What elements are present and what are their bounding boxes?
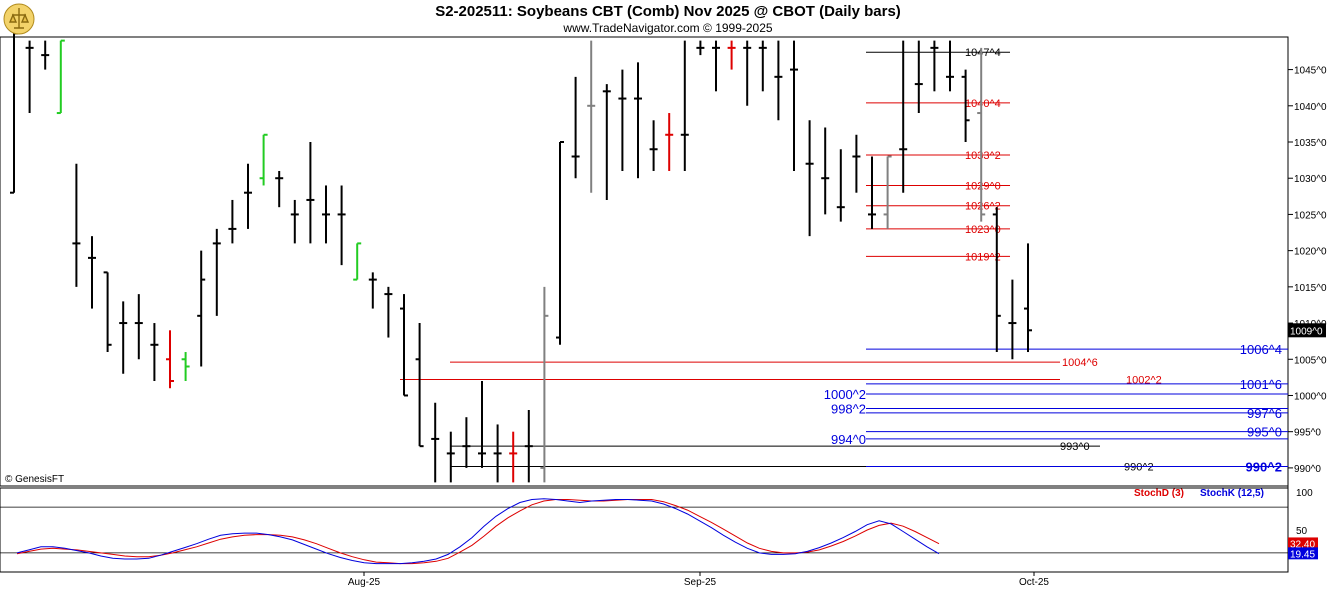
level-label: 993^0 [1060, 441, 1090, 453]
stoch-last-label: 19.45 [1290, 549, 1315, 560]
x-tick-label: Aug-25 [348, 577, 381, 588]
stoch-last-box [1288, 537, 1318, 550]
last-price-box [1288, 323, 1326, 338]
chart-subtitle: www.TradeNavigator.com © 1999-2025 [563, 21, 773, 35]
last-price-label: 1009^0 [1290, 326, 1323, 337]
copyright-text: © GenesisFT [5, 474, 65, 485]
y-tick-label: 1020^0 [1294, 247, 1327, 258]
y-tick-label: 990^0 [1294, 464, 1321, 475]
level-label: 1000^2 [824, 387, 866, 402]
stochd-legend: StochD (3) [1134, 488, 1184, 499]
y-tick-label: 1015^0 [1294, 283, 1327, 294]
level-label: 1004^6 [1062, 357, 1098, 369]
x-tick-label: Oct-25 [1019, 577, 1049, 588]
level-label: 1026^2 [965, 201, 1001, 213]
level-label: 990^2 [1245, 459, 1282, 474]
y-tick-label: 1000^0 [1294, 391, 1327, 402]
stoch-y-label: 100 [1296, 488, 1313, 499]
level-label: 1023^0 [965, 224, 1001, 236]
level-label: 1040^4 [965, 98, 1001, 110]
price-panel [0, 36, 1289, 487]
level-label: 1002^2 [1126, 375, 1162, 387]
logo-icon [3, 3, 35, 35]
y-tick-label: 1005^0 [1294, 355, 1327, 366]
stoch-line-d [16, 499, 940, 565]
y-tick-label: 1035^0 [1294, 138, 1327, 149]
level-label: 1001^6 [1240, 377, 1282, 392]
level-label: 997^6 [1247, 406, 1282, 421]
y-tick-label: 1040^0 [1294, 102, 1327, 113]
level-label: 1033^2 [965, 150, 1001, 162]
stoch-line-k [16, 498, 940, 565]
y-tick-label: 1030^0 [1294, 174, 1327, 185]
level-label: 1019^2 [965, 251, 1001, 263]
level-label: 1006^4 [1240, 342, 1282, 357]
level-label: 994^0 [831, 432, 866, 447]
chart-title: S2-202511: Soybeans CBT (Comb) Nov 2025 … [435, 3, 901, 20]
level-label: 1029^0 [965, 180, 1001, 192]
level-label: 990^2 [1124, 461, 1154, 473]
stoch-panel [0, 487, 1289, 573]
y-tick-label: 995^0 [1294, 428, 1321, 439]
stoch-last-label: 32.40 [1290, 539, 1315, 550]
stochk-legend: StochK (12,5) [1200, 488, 1264, 499]
stoch-last-box [1288, 547, 1318, 560]
x-tick-label: Sep-25 [684, 577, 717, 588]
y-tick-label: 1025^0 [1294, 210, 1327, 221]
stoch-y-label: 50 [1296, 526, 1308, 537]
level-label: 998^2 [831, 402, 866, 417]
level-label: 995^0 [1247, 425, 1282, 440]
level-label: 1047^4 [965, 47, 1001, 59]
y-tick-label: 1045^0 [1294, 66, 1327, 77]
